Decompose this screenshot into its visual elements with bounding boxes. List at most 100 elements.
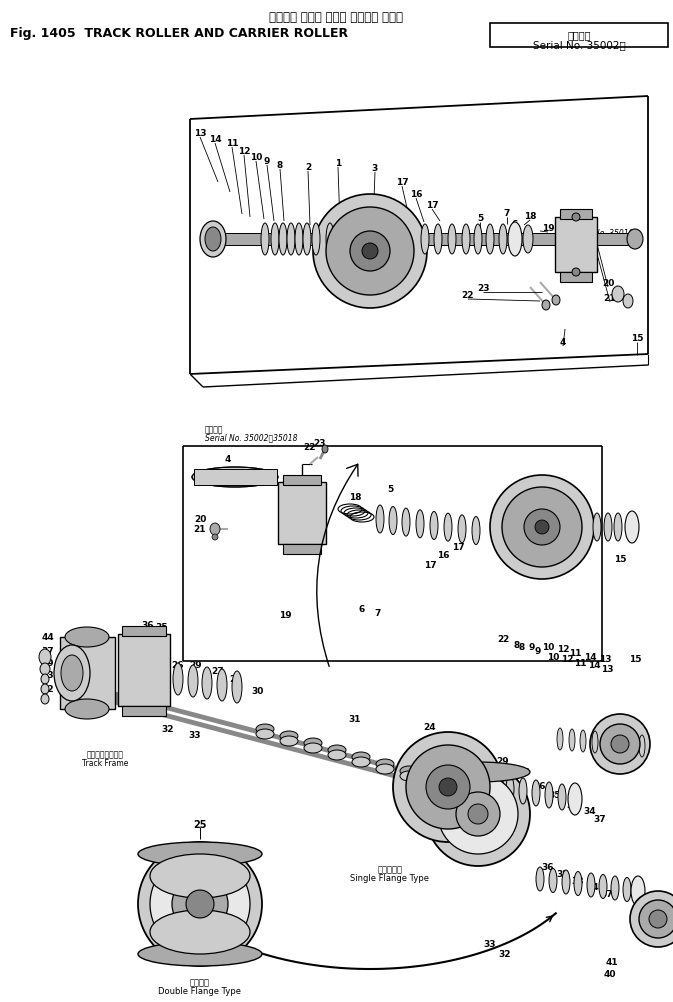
Bar xyxy=(60,637,115,709)
Ellipse shape xyxy=(150,854,250,898)
Ellipse shape xyxy=(261,223,269,256)
Ellipse shape xyxy=(536,867,544,891)
Ellipse shape xyxy=(376,760,394,770)
Text: 2: 2 xyxy=(502,635,508,644)
Ellipse shape xyxy=(508,222,522,257)
Ellipse shape xyxy=(474,224,482,255)
Ellipse shape xyxy=(462,224,470,255)
Bar xyxy=(122,626,166,636)
Text: 21: 21 xyxy=(194,525,206,534)
Text: Serial No. 35018～: Serial No. 35018～ xyxy=(570,228,638,237)
Text: 26: 26 xyxy=(172,660,184,668)
Text: 4: 4 xyxy=(560,337,566,346)
Ellipse shape xyxy=(523,225,533,254)
Ellipse shape xyxy=(438,775,518,854)
Ellipse shape xyxy=(490,476,594,579)
Ellipse shape xyxy=(434,224,442,255)
Text: 9: 9 xyxy=(535,647,541,656)
Text: 32: 32 xyxy=(499,950,511,959)
Ellipse shape xyxy=(232,671,242,703)
Ellipse shape xyxy=(611,876,619,900)
Ellipse shape xyxy=(614,513,622,541)
Ellipse shape xyxy=(532,781,540,807)
Ellipse shape xyxy=(552,296,560,306)
Ellipse shape xyxy=(65,627,109,647)
Ellipse shape xyxy=(188,665,198,697)
Text: 通用号機: 通用号機 xyxy=(567,30,591,40)
Text: 11: 11 xyxy=(574,658,586,667)
Ellipse shape xyxy=(295,223,303,256)
Ellipse shape xyxy=(41,684,49,694)
Ellipse shape xyxy=(304,738,322,748)
Ellipse shape xyxy=(287,223,295,256)
Text: 14: 14 xyxy=(588,661,600,669)
Bar xyxy=(283,544,321,554)
Text: 31: 31 xyxy=(349,714,361,723)
Text: 2: 2 xyxy=(305,162,311,171)
Ellipse shape xyxy=(631,876,645,906)
Ellipse shape xyxy=(486,224,494,255)
Text: 30: 30 xyxy=(252,686,264,695)
Text: 23: 23 xyxy=(314,438,326,447)
Ellipse shape xyxy=(426,766,470,810)
Ellipse shape xyxy=(271,223,279,256)
Text: 36: 36 xyxy=(534,782,546,791)
Text: 17: 17 xyxy=(396,177,409,186)
Text: 16: 16 xyxy=(437,551,450,560)
Ellipse shape xyxy=(313,194,427,309)
Text: 34: 34 xyxy=(583,807,596,816)
Ellipse shape xyxy=(150,910,250,954)
Text: 18: 18 xyxy=(524,211,536,220)
Text: 4: 4 xyxy=(225,455,232,464)
Ellipse shape xyxy=(524,509,560,545)
Text: 7: 7 xyxy=(504,208,510,217)
Bar xyxy=(118,634,170,706)
Text: 44: 44 xyxy=(42,633,55,642)
Ellipse shape xyxy=(210,523,220,535)
Ellipse shape xyxy=(326,207,414,296)
Ellipse shape xyxy=(41,694,49,704)
Ellipse shape xyxy=(426,763,530,866)
Text: 38: 38 xyxy=(142,706,154,715)
Ellipse shape xyxy=(542,301,550,311)
Text: 25: 25 xyxy=(193,820,207,830)
Ellipse shape xyxy=(574,872,582,896)
Text: 10: 10 xyxy=(546,652,559,661)
Ellipse shape xyxy=(592,731,598,754)
Bar xyxy=(210,233,630,245)
Ellipse shape xyxy=(568,784,582,816)
Text: トラックフレーム: トラックフレーム xyxy=(87,749,124,759)
Text: 37: 37 xyxy=(42,646,55,655)
Text: 32: 32 xyxy=(162,724,174,733)
Ellipse shape xyxy=(303,223,311,256)
Text: 33: 33 xyxy=(484,940,496,949)
Ellipse shape xyxy=(352,758,370,768)
Text: 12: 12 xyxy=(557,645,569,654)
Text: Single Flange Type: Single Flange Type xyxy=(351,874,429,883)
Text: 3: 3 xyxy=(471,533,477,542)
Text: 40: 40 xyxy=(604,970,616,979)
Text: 36: 36 xyxy=(542,863,555,872)
Text: 14: 14 xyxy=(209,134,221,143)
Text: 適用番号: 適用番号 xyxy=(205,425,223,434)
Ellipse shape xyxy=(61,655,83,691)
Ellipse shape xyxy=(406,745,490,830)
Text: 23: 23 xyxy=(476,284,489,293)
Text: 1: 1 xyxy=(335,158,341,167)
Ellipse shape xyxy=(322,446,328,454)
Ellipse shape xyxy=(202,667,212,699)
Ellipse shape xyxy=(439,779,457,797)
Ellipse shape xyxy=(256,729,274,739)
Ellipse shape xyxy=(611,735,629,754)
Ellipse shape xyxy=(506,777,514,803)
Ellipse shape xyxy=(256,724,274,734)
Text: Double Flange Type: Double Flange Type xyxy=(159,987,242,996)
Bar xyxy=(490,24,668,48)
Text: 15: 15 xyxy=(631,334,643,342)
Ellipse shape xyxy=(590,714,650,775)
Text: 8: 8 xyxy=(519,643,525,652)
Ellipse shape xyxy=(639,735,645,758)
Ellipse shape xyxy=(600,724,640,765)
Text: 26: 26 xyxy=(517,768,529,777)
Ellipse shape xyxy=(649,910,667,928)
